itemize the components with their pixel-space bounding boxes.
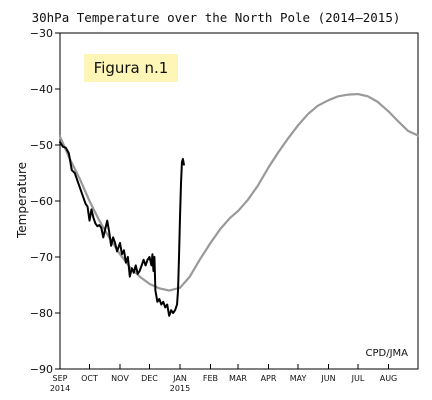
x-tick-label: JUL [351, 374, 365, 383]
series-line-observed [59, 141, 185, 317]
figura-label: Figura n.1 [94, 59, 169, 77]
series-line-climatology [58, 92, 420, 292]
y-tick-label: −90 [30, 363, 53, 376]
x-tick-label: JAN [172, 374, 187, 383]
x-tick-label: APR [261, 374, 277, 383]
series-layer [58, 92, 420, 317]
x-tick-label: FEB [203, 374, 218, 383]
figura-badge [84, 54, 178, 82]
source-credit: CPD/JMA [366, 348, 409, 359]
x-tick-label: OCT [81, 374, 98, 383]
x-tick-label: AUG [380, 374, 398, 383]
y-tick-label: −70 [30, 251, 53, 264]
x-tick-label: NOV [111, 374, 129, 383]
x-tick-year-label: 2015 [170, 384, 190, 393]
y-axis: −90 −80 −70 −60 −50 −40 −30 [30, 27, 60, 376]
x-tick-label: MAY [290, 374, 307, 383]
y-tick-label: −60 [30, 195, 53, 208]
x-tick-label: MAR [229, 374, 247, 383]
x-tick-year-label: 2014 [50, 384, 70, 393]
y-tick-label: −30 [30, 27, 53, 40]
plot-frame [59, 32, 419, 370]
x-tick-label: DEC [141, 374, 158, 383]
y-tick-label: −80 [30, 307, 53, 320]
x-tick-label: SEP [53, 374, 68, 383]
plot-border [59, 32, 419, 370]
y-tick-label: −40 [30, 83, 53, 96]
x-tick-label: JUN [320, 374, 335, 383]
y-tick-label: −50 [30, 139, 53, 152]
chart-title: 30hPa Temperature over the North Pole (2… [32, 10, 401, 25]
y-axis-label: Temperature [15, 162, 29, 239]
